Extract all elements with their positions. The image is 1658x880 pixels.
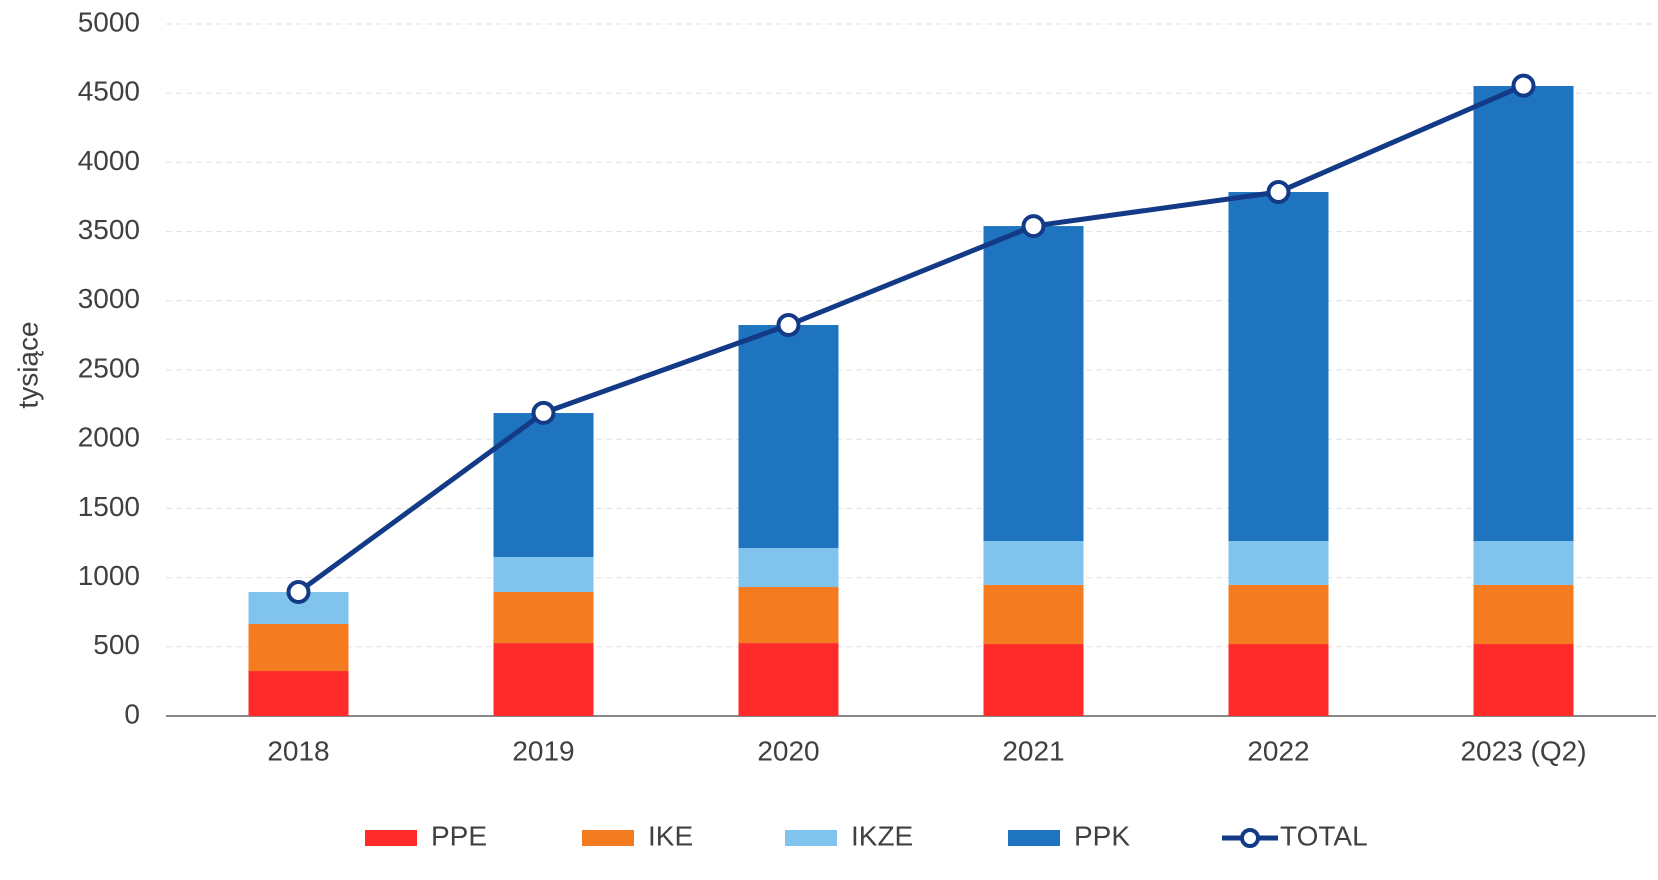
bar-segment	[983, 644, 1084, 716]
line-marker	[1266, 180, 1291, 205]
bar-segment	[1228, 541, 1329, 585]
bar-segment	[248, 623, 349, 672]
bar-segment	[1473, 584, 1574, 645]
legend-swatch	[785, 830, 837, 846]
bar-segment	[1473, 86, 1574, 542]
y-tick-label: 2000	[78, 422, 140, 453]
line-marker	[1021, 214, 1046, 239]
bar-segment	[1473, 644, 1574, 716]
y-tick-label: 1000	[78, 560, 140, 591]
legend-label: TOTAL	[1280, 820, 1368, 851]
bar-segment	[1473, 541, 1574, 585]
x-tick-label: 2019	[512, 735, 574, 766]
x-tick-label: 2023 (Q2)	[1460, 735, 1586, 766]
x-tick-label: 2022	[1247, 735, 1309, 766]
bar-segment	[1228, 192, 1329, 542]
x-tick-label: 2018	[267, 735, 329, 766]
y-tick-label: 500	[93, 629, 140, 660]
x-tick-label: 2021	[1002, 735, 1064, 766]
legend-label: IKE	[648, 820, 693, 851]
legend-swatch	[1008, 830, 1060, 846]
bar-segment	[738, 325, 839, 548]
bar-segment	[1228, 584, 1329, 645]
bar-segment	[493, 556, 594, 592]
bar-segment	[738, 643, 839, 716]
line-marker	[1511, 73, 1536, 98]
bar-segment	[738, 587, 839, 644]
bar-segment	[983, 226, 1084, 542]
y-axis-label: tysiące	[12, 321, 43, 408]
y-tick-label: 4500	[78, 76, 140, 107]
x-tick-label: 2020	[757, 735, 819, 766]
bar-segment	[248, 671, 349, 716]
legend-label: IKZE	[851, 820, 913, 851]
y-tick-label: 4000	[78, 145, 140, 176]
y-tick-label: 3500	[78, 214, 140, 245]
y-tick-label: 1500	[78, 491, 140, 522]
legend-label: PPE	[431, 820, 487, 851]
line-marker	[286, 579, 311, 604]
bar-segment	[493, 591, 594, 644]
legend-swatch	[365, 830, 417, 846]
y-tick-label: 5000	[78, 6, 140, 37]
bar-segment	[493, 643, 594, 716]
line	[297, 83, 1525, 595]
bar-segment	[493, 413, 594, 557]
bar-segment	[738, 547, 839, 588]
legend-swatch	[582, 830, 634, 846]
line-marker	[776, 313, 801, 338]
bar-segment	[1228, 644, 1329, 716]
bar-segment	[983, 541, 1084, 585]
legend-marker	[1240, 828, 1260, 848]
y-tick-label: 0	[124, 698, 140, 729]
y-tick-label: 2500	[78, 352, 140, 383]
legend-label: PPK	[1074, 820, 1130, 851]
bar-segment	[983, 584, 1084, 645]
line-marker	[531, 400, 556, 425]
y-tick-label: 3000	[78, 283, 140, 314]
